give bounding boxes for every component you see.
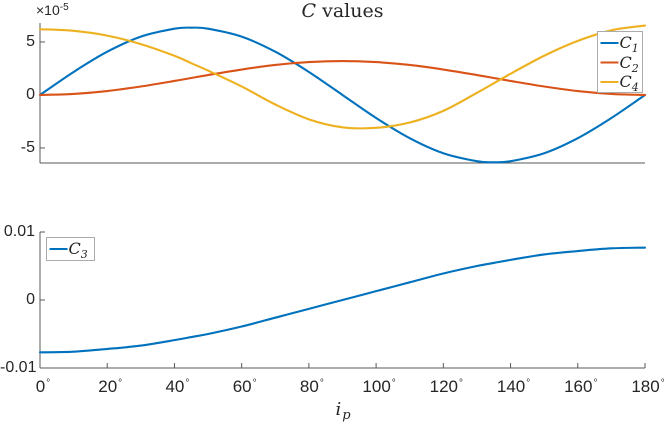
x-tick-label: 20° <box>66 377 154 397</box>
legend-label-subscript: 4 <box>631 81 639 94</box>
top-y-tick-label: 0 <box>26 85 35 103</box>
legend-label-base: C <box>619 72 632 91</box>
c3-curve <box>38 246 647 354</box>
x-tick-number: 80 <box>299 377 319 396</box>
x-tick-label: 80° <box>268 377 356 397</box>
legend-label-c4: C4 <box>619 72 639 94</box>
bottom-y-tick-label: -0.01 <box>0 359 37 376</box>
x-tick-label: 40° <box>133 377 221 397</box>
x-tick-label: 180° <box>604 377 664 397</box>
top-y-tick-label: -5 <box>20 138 35 156</box>
legend-label-subscript: 3 <box>80 248 88 261</box>
x-tick-number: 140 <box>496 377 526 396</box>
title-math-part: C <box>301 0 317 22</box>
x-tick-number: 40 <box>165 377 185 396</box>
x-axis-label: ip <box>40 399 645 423</box>
degree-symbol: ° <box>118 378 123 389</box>
degree-symbol: ° <box>391 378 396 389</box>
bottom-legend-box <box>46 237 95 261</box>
legend-label-c2: C2 <box>619 52 639 75</box>
exponent-base: ×10 <box>36 2 60 18</box>
chart-title: C values <box>40 0 645 22</box>
c2-curve <box>38 59 647 97</box>
legend-label-subscript: 1 <box>631 42 639 55</box>
x-tick-number: 160 <box>564 377 593 396</box>
y-axis-exponent-label: ×10-5 <box>36 2 69 18</box>
x-tick-number: 60 <box>232 377 252 396</box>
x-tick-label: 120° <box>402 377 490 397</box>
c1-curve <box>38 26 647 164</box>
degree-symbol: ° <box>593 378 598 389</box>
x-tick-label: 60° <box>201 377 289 397</box>
legend-label-subscript: 2 <box>631 61 639 75</box>
x-tick-number: 20 <box>98 377 118 396</box>
degree-symbol: ° <box>46 378 51 389</box>
x-tick-number: 0 <box>35 377 46 396</box>
legend-label-base: C <box>68 239 81 258</box>
x-tick-label: 140° <box>470 377 558 397</box>
x-tick-label: 100° <box>335 377 423 397</box>
xlabel-base: i <box>335 399 342 420</box>
x-tick-label: 0° <box>0 377 87 397</box>
degree-symbol: ° <box>252 378 257 389</box>
bottom-y-tick-label: 0 <box>26 291 35 308</box>
exponent-superscript: -5 <box>59 2 69 13</box>
xlabel-subscript: p <box>342 408 351 423</box>
degree-symbol: ° <box>660 378 664 389</box>
c4-curve <box>38 24 647 130</box>
title-rest-part: values <box>316 0 384 22</box>
legend-label-c3: C3 <box>68 239 88 261</box>
legend-label-base: C <box>619 52 632 72</box>
x-tick-label: 160° <box>537 377 625 397</box>
degree-symbol: ° <box>459 378 464 389</box>
degree-symbol: ° <box>319 378 324 389</box>
bottom-y-tick-label: 0.01 <box>3 223 35 240</box>
legend-label-base: C <box>619 33 632 52</box>
degree-symbol: ° <box>185 378 190 389</box>
x-tick-number: 100 <box>362 377 391 396</box>
x-tick-number: 180 <box>631 377 660 396</box>
degree-symbol: ° <box>526 378 531 389</box>
top-y-tick-label: 5 <box>26 32 35 50</box>
x-tick-number: 120 <box>429 377 459 396</box>
legend-label-c1: C1 <box>619 33 639 55</box>
